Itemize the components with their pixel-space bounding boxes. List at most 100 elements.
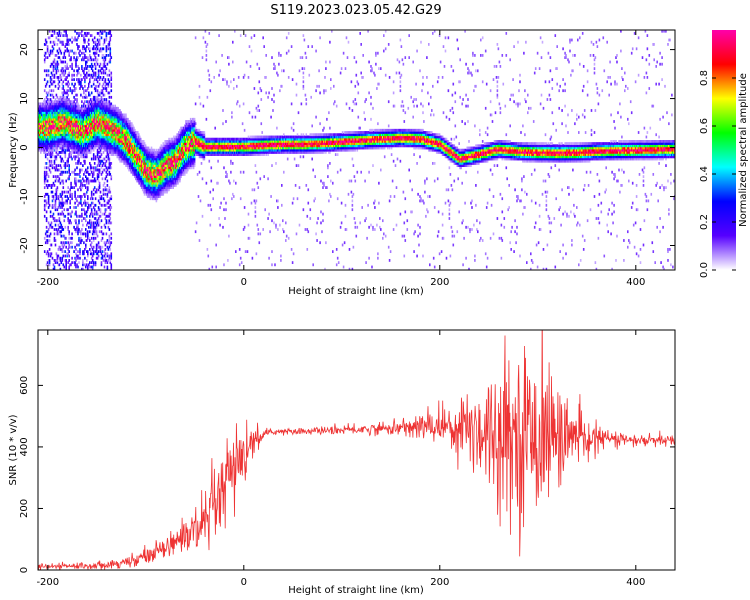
spectrogram-cell	[38, 120, 40, 123]
spectrogram-cell	[58, 124, 61, 128]
spectrogram-cell	[91, 109, 94, 112]
spectrogram-cell	[76, 179, 78, 183]
spectrogram-cell	[119, 115, 121, 119]
spectrogram-cell	[96, 173, 99, 176]
spectrogram-cell	[121, 122, 123, 126]
spectrogram-cell	[178, 148, 180, 152]
spectrogram-cell	[176, 135, 178, 139]
spectrogram-cell	[130, 124, 132, 128]
spectrogram-cell	[67, 117, 69, 121]
spectrogram-cell	[45, 73, 48, 77]
spectrogram-cell	[83, 120, 85, 123]
spectrogram-cell	[132, 135, 134, 139]
spectrogram-cell	[118, 126, 120, 130]
spectrogram-cell	[79, 82, 81, 86]
spectrogram-cell	[92, 245, 95, 249]
spectrogram-cell	[79, 252, 81, 256]
spectrogram-cell	[151, 188, 154, 192]
spectrogram-cell	[127, 159, 129, 163]
spectrogram-cell	[66, 144, 68, 148]
spectrogram-cell	[162, 190, 165, 194]
spectrogram-cell	[124, 133, 126, 137]
spectrogram-cell	[62, 67, 65, 70]
spectrogram-cell	[70, 146, 72, 150]
spectrogram-cell	[98, 230, 101, 234]
spectrogram-cell	[176, 181, 178, 185]
spectrogram-cell	[180, 146, 182, 150]
spectrogram-cell	[74, 135, 76, 139]
spectrogram-cell	[97, 54, 100, 57]
spectrogram-cell	[57, 34, 60, 37]
spectrogram-cell	[126, 137, 128, 141]
spectrogram-cell	[44, 192, 47, 196]
spectrogram-cell	[87, 87, 89, 90]
spectrogram-cell	[144, 164, 147, 167]
spectrogram-cell	[69, 124, 71, 128]
spectrogram-cell	[59, 173, 62, 176]
spectrogram-cell	[168, 148, 170, 152]
spectrogram-cell	[99, 47, 102, 51]
spectrogram-cell	[104, 144, 107, 148]
spectrogram-cell	[57, 140, 60, 143]
spectrogram-cell	[161, 177, 164, 181]
spectrogram-cell	[71, 144, 73, 148]
spectrogram-cell	[172, 155, 174, 159]
spectrogram-cell	[71, 157, 73, 161]
spectrogram-cell	[45, 111, 48, 115]
spectrogram-cell	[61, 197, 64, 201]
spectrogram-cell	[87, 221, 89, 225]
spectrogram-cell	[85, 128, 87, 132]
spectrogram-cell	[170, 184, 172, 187]
spectrogram-cell	[130, 142, 132, 145]
spectrogram-cell	[89, 49, 91, 53]
spectrogram-cell	[69, 133, 71, 137]
spectrogram-cell	[89, 120, 91, 123]
spectrogram-cell	[75, 206, 77, 209]
spectrogram-cell	[67, 100, 69, 104]
spectrogram-cell	[73, 122, 75, 126]
spectrogram-cell	[153, 155, 156, 159]
spectrogram-cell	[136, 170, 138, 174]
spectrogram-cell	[84, 109, 86, 112]
spectrogram-cell	[182, 148, 184, 152]
spectrogram-cell	[96, 47, 99, 51]
spectrogram-cell	[117, 140, 119, 143]
spectrogram-cell	[109, 115, 112, 119]
spectrogram-cell	[171, 173, 173, 176]
spectrogram-cell	[104, 256, 107, 260]
spectrogram-cell	[116, 113, 118, 117]
spectrogram-cell	[142, 188, 145, 192]
spectrogram-cell	[153, 195, 156, 198]
spectrogram-cell	[113, 106, 116, 110]
spectrogram-cell	[141, 173, 144, 176]
spectrogram-cell	[54, 106, 57, 110]
spectrogram-cell	[109, 104, 112, 108]
spectrogram-cell	[64, 98, 67, 101]
spectrogram-cell	[97, 142, 100, 145]
spectrogram-cell	[50, 102, 53, 106]
spectrogram-cell	[180, 173, 182, 176]
spectrogram-cell	[118, 120, 120, 123]
spectrogram-cell	[59, 146, 62, 150]
spectrogram-cell	[161, 186, 164, 189]
spectrogram-cell	[97, 111, 100, 115]
spectrogram-cell	[100, 219, 103, 223]
spectrogram-cell	[61, 140, 64, 143]
spectrogram-cell	[115, 126, 117, 130]
spectrogram-cell	[97, 217, 100, 220]
spectrogram-cell	[53, 43, 56, 46]
spectrogram-cell	[96, 128, 99, 132]
spectrogram-cell	[69, 192, 71, 196]
spectrogram-cell	[139, 170, 142, 174]
spectrogram-cell	[102, 232, 105, 236]
spectrogram-cell	[81, 181, 83, 185]
spectrogram-cell	[167, 170, 169, 174]
spectrogram-cell	[182, 144, 184, 148]
spectrogram-cell	[66, 67, 68, 70]
spectrogram-cell	[176, 153, 178, 156]
spectrogram-cell	[113, 126, 116, 130]
spectrogram-cell	[100, 142, 103, 145]
spectrogram-cell	[105, 219, 108, 223]
spectrogram-cell	[70, 115, 72, 119]
spectrogram-cell	[177, 142, 179, 145]
